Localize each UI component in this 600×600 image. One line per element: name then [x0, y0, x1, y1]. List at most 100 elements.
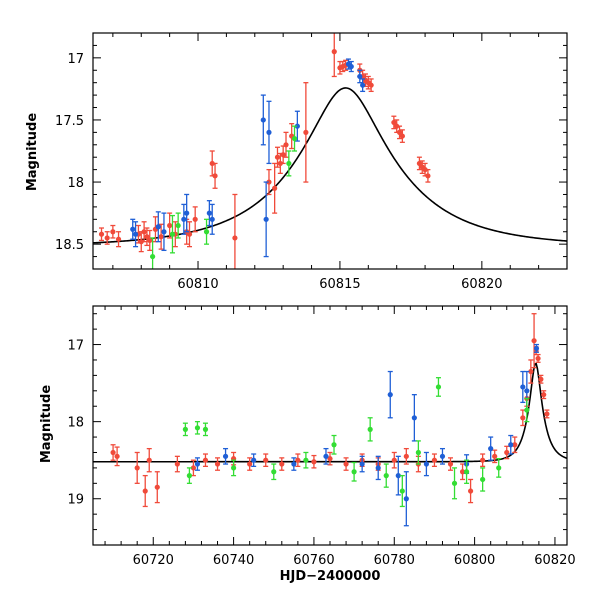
data-point	[331, 434, 337, 455]
data-point	[303, 82, 309, 183]
marker	[496, 465, 502, 471]
data-point	[174, 455, 180, 473]
marker	[222, 453, 229, 459]
data-point	[144, 227, 150, 247]
marker	[272, 185, 278, 191]
marker	[274, 154, 281, 160]
bottom-series-blue	[194, 343, 540, 527]
marker	[114, 453, 120, 459]
marker	[396, 129, 403, 135]
marker	[144, 234, 150, 240]
data-point	[222, 447, 229, 465]
marker	[104, 235, 110, 241]
data-point	[387, 370, 393, 419]
data-point	[202, 422, 209, 437]
marker	[283, 142, 289, 148]
marker	[212, 173, 218, 179]
marker	[528, 368, 534, 375]
marker	[538, 376, 544, 382]
marker	[174, 461, 180, 467]
data-point	[266, 100, 272, 165]
marker	[266, 129, 272, 135]
x-tick-label: 60820	[534, 553, 575, 568]
data-point	[184, 193, 190, 233]
data-point	[467, 478, 474, 504]
data-point	[435, 377, 442, 397]
marker	[150, 253, 156, 260]
marker	[431, 457, 438, 463]
marker	[130, 226, 136, 232]
marker	[194, 425, 201, 431]
data-point	[403, 471, 409, 527]
data-point	[541, 390, 547, 400]
y-tick-label: 18.5	[55, 238, 84, 253]
data-point	[391, 451, 397, 469]
marker	[263, 457, 269, 463]
marker	[175, 222, 181, 229]
data-point	[538, 374, 544, 384]
data-point	[533, 343, 540, 353]
marker	[132, 231, 139, 237]
marker	[375, 465, 381, 471]
data-point	[115, 231, 122, 248]
data-point	[247, 457, 253, 471]
marker	[368, 82, 374, 88]
data-point	[496, 458, 502, 478]
data-point	[206, 200, 212, 227]
marker	[194, 461, 201, 467]
y-tick-label: 18	[67, 176, 84, 191]
marker	[403, 453, 409, 459]
bottom-panel: 60720 60740 60760 60780 60800 60820 17 18 19 Mag…	[39, 305, 576, 584]
marker	[214, 461, 221, 467]
data-point	[194, 420, 201, 435]
marker	[110, 229, 116, 235]
data-point	[141, 221, 147, 243]
data-point	[512, 436, 518, 454]
x-tick-label: 60820	[461, 277, 502, 292]
marker	[266, 179, 272, 185]
data-point	[175, 212, 181, 239]
data-point	[260, 94, 266, 146]
data-point	[214, 457, 221, 471]
data-point	[155, 211, 161, 243]
marker	[110, 449, 116, 456]
marker	[391, 119, 397, 126]
y-tick-label: 19	[67, 493, 84, 508]
marker	[524, 388, 530, 394]
data-point	[396, 125, 403, 140]
marker	[435, 384, 442, 390]
marker	[230, 465, 237, 471]
data-point	[480, 467, 486, 492]
marker	[251, 457, 257, 463]
data-point	[272, 162, 278, 214]
marker	[383, 473, 389, 479]
marker	[399, 488, 405, 494]
data-point	[186, 467, 193, 484]
marker	[154, 484, 160, 490]
y-tick-label: 17	[67, 339, 84, 354]
x-tick-label: 60810	[177, 277, 218, 292]
top-plot-area	[93, 33, 567, 269]
data-point	[311, 454, 317, 469]
data-point	[194, 457, 201, 471]
data-point	[492, 449, 498, 464]
top-panel-axes: 60810 60815 60820 17 17.5 18 18.5	[55, 32, 568, 292]
bottom-model-curve	[93, 362, 567, 463]
data-point	[186, 221, 193, 248]
marker	[271, 469, 277, 475]
bottom-frame	[92, 305, 568, 546]
data-point	[327, 451, 333, 466]
data-point	[251, 453, 257, 468]
data-point	[488, 436, 494, 461]
marker	[115, 236, 122, 242]
data-point	[286, 150, 292, 177]
marker	[488, 446, 494, 452]
marker	[138, 239, 144, 245]
marker	[423, 461, 430, 467]
data-point	[279, 457, 285, 471]
top-y-axis-title: Magnitude	[25, 113, 40, 192]
marker	[295, 457, 301, 463]
top-series-red	[98, 33, 431, 269]
data-point	[459, 463, 466, 481]
data-point	[181, 203, 187, 235]
